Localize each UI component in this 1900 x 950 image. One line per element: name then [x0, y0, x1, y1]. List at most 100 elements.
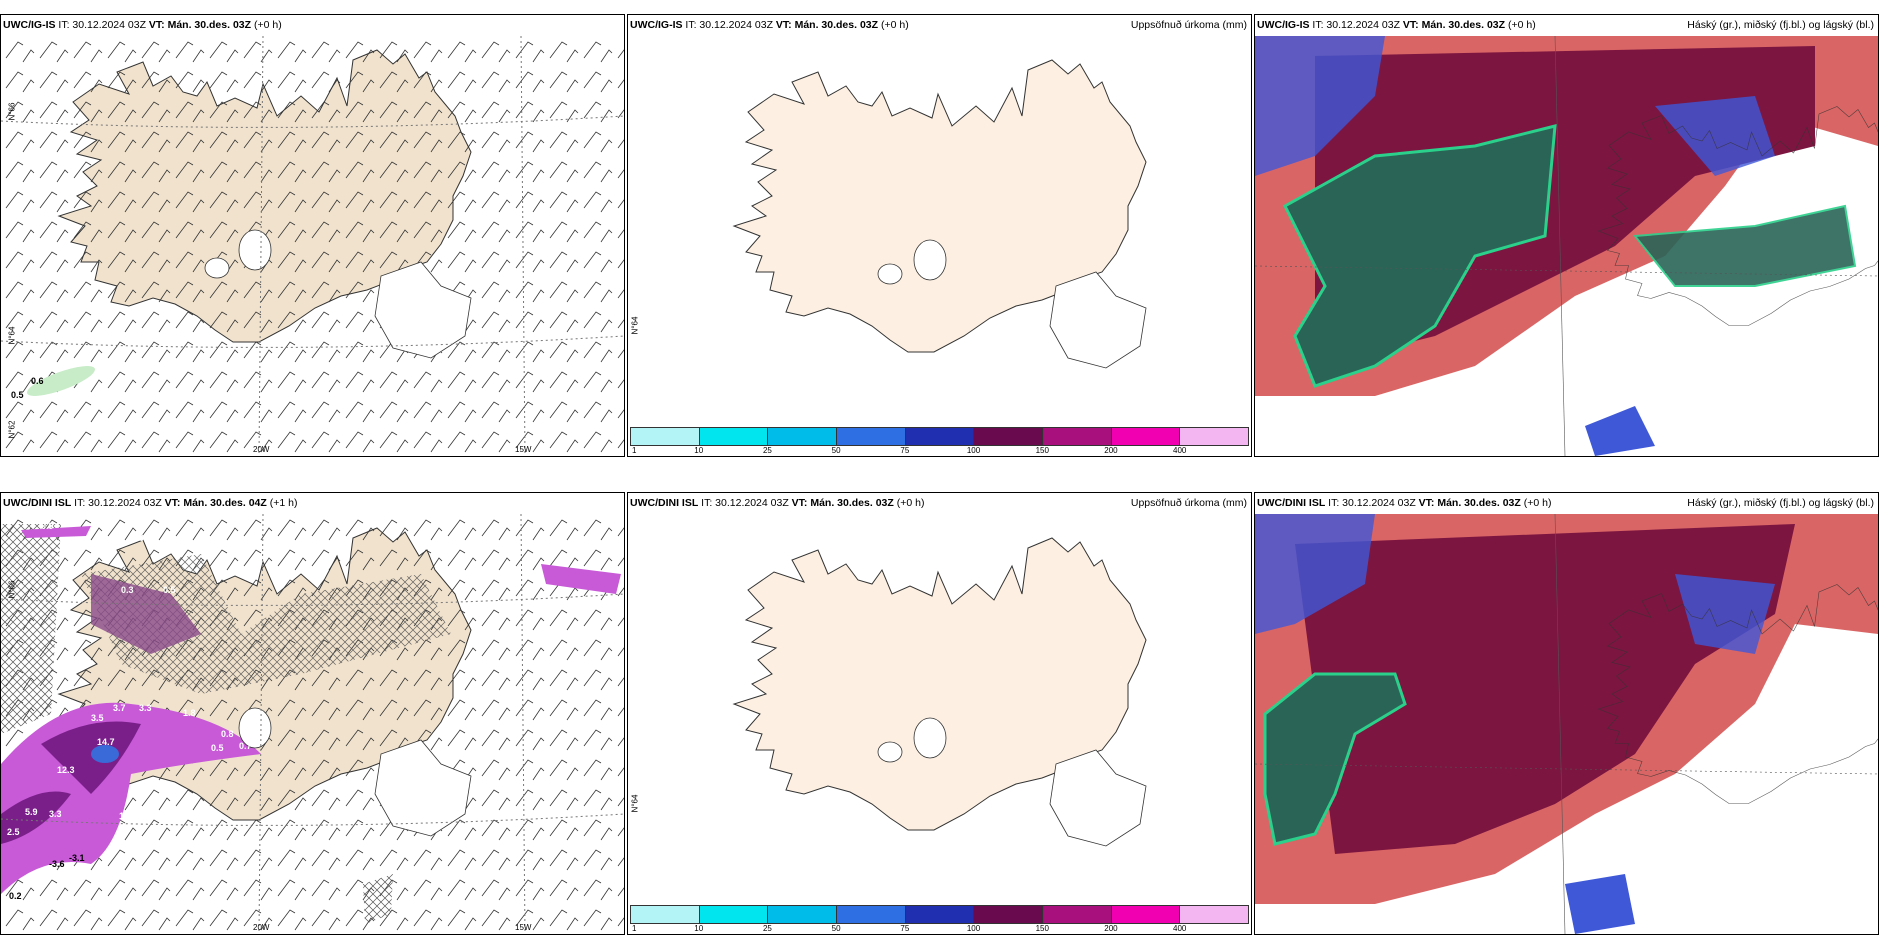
- precip-value: 0.8: [221, 729, 234, 739]
- init-time: IT: 30.12.2024 03Z: [1312, 19, 1400, 31]
- precip-value: 0.5: [11, 390, 24, 400]
- field-label: Uppsöfnuð úrkoma (mm): [1130, 19, 1247, 31]
- precip-value: 3.3: [49, 809, 62, 819]
- precip-map[interactable]: [628, 36, 1251, 456]
- init-time: IT: 30.12.2024 03Z: [74, 497, 162, 509]
- lat-label: N°64: [630, 316, 640, 335]
- precip-value: 0.5: [163, 585, 176, 595]
- colorbar-ticks: 1 10 25 50 75 100 150 200 400: [630, 924, 1249, 934]
- colorbar-tick: 75: [900, 924, 910, 933]
- init-time: IT: 30.12.2024 03Z: [58, 19, 146, 31]
- colorbar-segment: [1180, 906, 1249, 923]
- wind-map[interactable]: [1, 36, 624, 456]
- colorbar-segment: [905, 906, 975, 923]
- init-time: IT: 30.12.2024 03Z: [701, 497, 789, 509]
- panel-title: UWC/IG-IS IT: 30.12.2024 03Z VT: Mán. 30…: [1255, 15, 1878, 36]
- colorbar-tick: 150: [1035, 446, 1049, 455]
- panel-dini-wind: UWC/DINI ISL IT: 30.12.2024 03Z VT: Mán.…: [0, 492, 625, 935]
- colorbar-segment: [837, 428, 906, 445]
- panel-igis-precip: UWC/IG-IS IT: 30.12.2024 03Z VT: Mán. 30…: [627, 14, 1252, 457]
- panel-title: UWC/DINI ISL IT: 30.12.2024 03Z VT: Mán.…: [1, 493, 624, 514]
- lat-label: N°66: [7, 102, 17, 121]
- colorbar-segment: [699, 428, 769, 445]
- panel-igis-wind: UWC/IG-IS IT: 30.12.2024 03Z VT: Mán. 30…: [0, 14, 625, 457]
- precip-value: 3.7: [113, 703, 126, 713]
- precip-value: 0.6: [31, 376, 44, 386]
- lead-time: (+0 h): [253, 19, 282, 31]
- model-name: UWC/DINI ISL: [3, 497, 72, 509]
- colorbar-tick: 100: [966, 446, 981, 455]
- lead-time: (+0 h): [896, 497, 925, 509]
- colorbar-tick: 400: [1172, 446, 1187, 455]
- colorbar-tick: 200: [1104, 924, 1118, 933]
- panel-igis-clouds: UWC/IG-IS IT: 30.12.2024 03Z VT: Mán. 30…: [1254, 14, 1879, 457]
- colorbar-tick: 75: [900, 446, 910, 455]
- wind-map[interactable]: [1, 514, 624, 934]
- precip-value: 0.7: [239, 741, 252, 751]
- valid-time: VT: Mán. 30.des. 03Z: [1402, 19, 1506, 31]
- precip-value: 3.3: [139, 703, 152, 713]
- colorbar-segment: [837, 906, 906, 923]
- colorbar-segment: [974, 428, 1044, 445]
- precip-colorbar: [630, 905, 1249, 924]
- precip-value: 0.2: [139, 533, 152, 543]
- lead-time: (+0 h): [880, 19, 909, 31]
- precip-value: -3.6: [49, 859, 65, 869]
- colorbar-tick: 1: [632, 446, 637, 455]
- panel-title: UWC/IG-IS IT: 30.12.2024 03Z VT: Mán. 30…: [1, 15, 624, 36]
- panel-title: UWC/DINI ISL IT: 30.12.2024 03Z VT: Mán.…: [1255, 493, 1878, 514]
- valid-time: VT: Mán. 30.des. 03Z: [791, 497, 894, 509]
- colorbar-tick: 25: [762, 446, 772, 455]
- colorbar-segment: [699, 906, 769, 923]
- precip-value: 1.8: [183, 708, 196, 718]
- lon-label: 15W: [515, 445, 532, 454]
- valid-time: VT: Mán. 30.des. 03Z: [148, 19, 252, 31]
- colorbar-tick: 10: [694, 446, 704, 455]
- colorbar-tick: 400: [1172, 924, 1187, 933]
- colorbar-segment: [1111, 428, 1181, 445]
- precip-value: 3.5: [91, 713, 104, 723]
- valid-time: VT: Mán. 30.des. 03Z: [775, 19, 879, 31]
- valid-time: VT: Mán. 30.des. 04Z: [164, 497, 267, 509]
- lon-label: 15W: [515, 923, 532, 932]
- colorbar-segment: [1043, 906, 1112, 923]
- precip-value: 2.5: [7, 827, 20, 837]
- lead-time: (+1 h): [269, 497, 298, 509]
- field-label: Uppsöfnuð úrkoma (mm): [1130, 497, 1247, 509]
- precip-value: 0.9: [41, 521, 54, 531]
- colorbar-tick: 200: [1104, 446, 1118, 455]
- panel-title: UWC/IG-IS IT: 30.12.2024 03Z VT: Mán. 30…: [628, 15, 1251, 36]
- field-label: Háský (gr.), miðský (fj.bl.) og lágský (…: [1687, 497, 1874, 509]
- colorbar-segment: [768, 428, 838, 445]
- panel-title: UWC/DINI ISL IT: 30.12.2024 03Z VT: Mán.…: [628, 493, 1251, 514]
- panel-dini-precip: UWC/DINI ISL IT: 30.12.2024 03Z VT: Mán.…: [627, 492, 1252, 935]
- precip-value: 14.7: [97, 737, 115, 747]
- model-name: UWC/IG-IS: [1257, 19, 1310, 31]
- cloud-map[interactable]: [1255, 36, 1878, 456]
- precip-colorbar: [630, 427, 1249, 446]
- colorbar-tick: 25: [762, 924, 772, 933]
- colorbar-segment: [1111, 906, 1181, 923]
- lat-label: N°66: [7, 580, 17, 599]
- colorbar-segment: [974, 906, 1044, 923]
- precip-value: -3.1: [69, 853, 85, 863]
- valid-time: VT: Mán. 30.des. 03Z: [1418, 497, 1521, 509]
- lat-label: N°64: [630, 794, 640, 813]
- init-time: IT: 30.12.2024 03Z: [1328, 497, 1416, 509]
- model-name: UWC/DINI ISL: [1257, 497, 1326, 509]
- lead-time: (+0 h): [1507, 19, 1536, 31]
- lat-label: N°62: [7, 420, 17, 439]
- colorbar-ticks: 1 10 25 50 75 100 150 200 400: [630, 446, 1249, 456]
- field-label: Háský (gr.), miðský (fj.bl.) og lágský (…: [1687, 19, 1874, 31]
- colorbar-tick: 10: [694, 924, 704, 933]
- precip-value: 5.9: [25, 807, 38, 817]
- colorbar-segment: [1180, 428, 1249, 445]
- colorbar-segment: [631, 906, 700, 923]
- precip-value: 0.5: [211, 743, 224, 753]
- precip-map[interactable]: [628, 514, 1251, 934]
- colorbar-segment: [768, 906, 838, 923]
- precip-value: 0.2: [9, 891, 22, 901]
- model-name: UWC/DINI ISL: [630, 497, 699, 509]
- init-time: IT: 30.12.2024 03Z: [685, 19, 773, 31]
- cloud-map[interactable]: [1255, 514, 1878, 934]
